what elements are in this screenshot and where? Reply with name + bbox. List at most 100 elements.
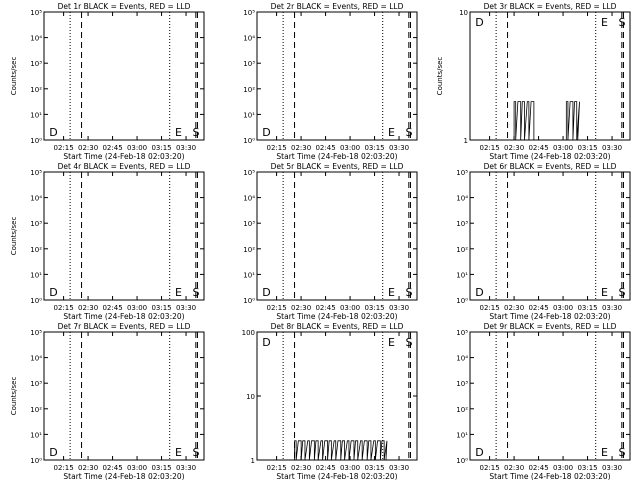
x-tick-label: 02:15 [53,304,73,312]
y-tick-label: 10⁵ [243,9,255,17]
y-tick-label: 10² [30,406,42,414]
x-axis-label: Start Time (24-Feb-18 02:03:20) [489,152,610,161]
x-axis-label: Start Time (24-Feb-18 02:03:20) [276,312,397,321]
x-tick-label: 02:45 [528,464,548,472]
x-tick-label: 02:30 [504,144,524,152]
x-axis-label: Start Time (24-Feb-18 02:03:20) [489,312,610,321]
x-tick-label: 02:45 [315,144,335,152]
plot-frame [43,171,205,301]
y-tick-label: 10⁰ [456,457,468,465]
event-marker-E: E [175,446,182,459]
event-marker-E: E [175,286,182,299]
y-tick-label: 10¹ [456,271,468,279]
chart-title: Det 1r BLACK = Events, RED = LLD [58,2,191,11]
chart-title: Det 6r BLACK = Events, RED = LLD [484,162,617,171]
x-axis-label: Start Time (24-Feb-18 02:03:20) [63,152,184,161]
x-tick-label: 02:30 [291,464,311,472]
event-marker-D: D [262,286,270,299]
event-marker-D: D [262,126,270,139]
x-tick-label: 03:30 [176,464,196,472]
y-tick-label: 10⁰ [30,137,42,145]
x-tick-label: 03:30 [602,304,622,312]
plot-frame [43,331,205,461]
chart-panel-8: Det 8r BLACK = Events, RED = LLD 1 10 100 02… [242,322,418,481]
event-marker-D: D [49,446,57,459]
y-tick-label: 10 [459,9,468,17]
event-marker-S: S [405,286,412,299]
y-tick-label: 10² [30,86,42,94]
y-tick-label: 10¹ [30,431,42,439]
y-tick-label: 10⁴ [30,195,42,203]
x-axis-label: Start Time (24-Feb-18 02:03:20) [63,472,184,480]
y-tick-label: 10⁴ [456,355,468,363]
y-axis-label: Counts/sec [10,57,18,96]
x-tick-label: 02:45 [315,464,335,472]
chart-title: Det 9r BLACK = Events, RED = LLD [484,322,617,331]
y-tick-label: 10 [246,393,255,401]
y-tick-label: 10⁴ [456,195,468,203]
x-tick-label: 02:30 [78,304,98,312]
x-tick-label: 03:30 [176,144,196,152]
x-tick-label: 02:45 [528,144,548,152]
x-axis-label: Start Time (24-Feb-18 02:03:20) [489,472,610,480]
y-tick-label: 10⁰ [456,297,468,305]
chart-title: Det 5r BLACK = Events, RED = LLD [271,162,404,171]
x-tick-label: 02:30 [504,464,524,472]
x-tick-label: 02:30 [291,304,311,312]
event-marker-S: S [618,446,625,459]
x-tick-label: 03:15 [151,464,171,472]
event-marker-S: S [192,446,199,459]
x-tick-label: 03:00 [127,464,147,472]
y-tick-label: 10² [456,246,468,254]
y-tick-label: 10⁴ [243,195,255,203]
chart-title: Det 2r BLACK = Events, RED = LLD [271,2,404,11]
event-marker-D: D [475,286,483,299]
event-marker-S: S [192,286,199,299]
x-tick-label: 03:30 [602,144,622,152]
x-tick-label: 03:30 [389,464,409,472]
x-tick-label: 02:15 [479,464,499,472]
y-tick-label: 10² [243,246,255,254]
event-marker-D: D [262,336,270,349]
event-marker-E: E [175,126,182,139]
y-tick-label: 10⁰ [243,297,255,305]
x-tick-label: 02:15 [53,144,73,152]
y-tick-label: 10¹ [243,111,255,119]
y-tick-label: 10³ [456,220,468,228]
x-tick-label: 03:15 [364,304,384,312]
event-marker-E: E [388,126,395,139]
plot-frame [43,11,205,141]
x-tick-label: 03:30 [389,144,409,152]
event-marker-D: D [475,446,483,459]
plot-frame [469,331,631,461]
y-tick-label: 10² [243,86,255,94]
x-tick-label: 02:30 [291,144,311,152]
chart-title: Det 8r BLACK = Events, RED = LLD [271,322,404,331]
x-tick-label: 03:00 [340,304,360,312]
x-tick-label: 03:00 [127,304,147,312]
plot-frame [469,171,631,301]
y-tick-label: 1 [251,457,255,465]
chart-panel-6: Det 6r BLACK = Events, RED = LLD 10⁰ 10¹ 10… [456,162,631,321]
y-tick-label: 10³ [30,220,42,228]
event-marker-D: D [475,16,483,29]
x-tick-label: 02:30 [78,144,98,152]
y-tick-label: 1 [464,137,468,145]
x-tick-label: 02:15 [479,304,499,312]
event-marker-E: E [601,446,608,459]
y-tick-label: 10⁰ [30,457,42,465]
chart-panel-4: Det 4r BLACK = Events, RED = LLD 10⁰ 10¹ 10… [10,162,205,321]
y-tick-label: 10⁵ [30,9,42,17]
y-tick-label: 10³ [243,220,255,228]
x-tick-label: 02:45 [102,464,122,472]
x-tick-label: 02:15 [266,144,286,152]
chart-title: Det 3r BLACK = Events, RED = LLD [484,2,617,11]
y-tick-label: 10⁵ [456,169,468,177]
x-tick-label: 03:00 [127,144,147,152]
y-tick-label: 10¹ [30,111,42,119]
plot-frame [469,11,631,141]
y-tick-label: 10⁰ [30,297,42,305]
y-tick-label: 10⁴ [243,35,255,43]
